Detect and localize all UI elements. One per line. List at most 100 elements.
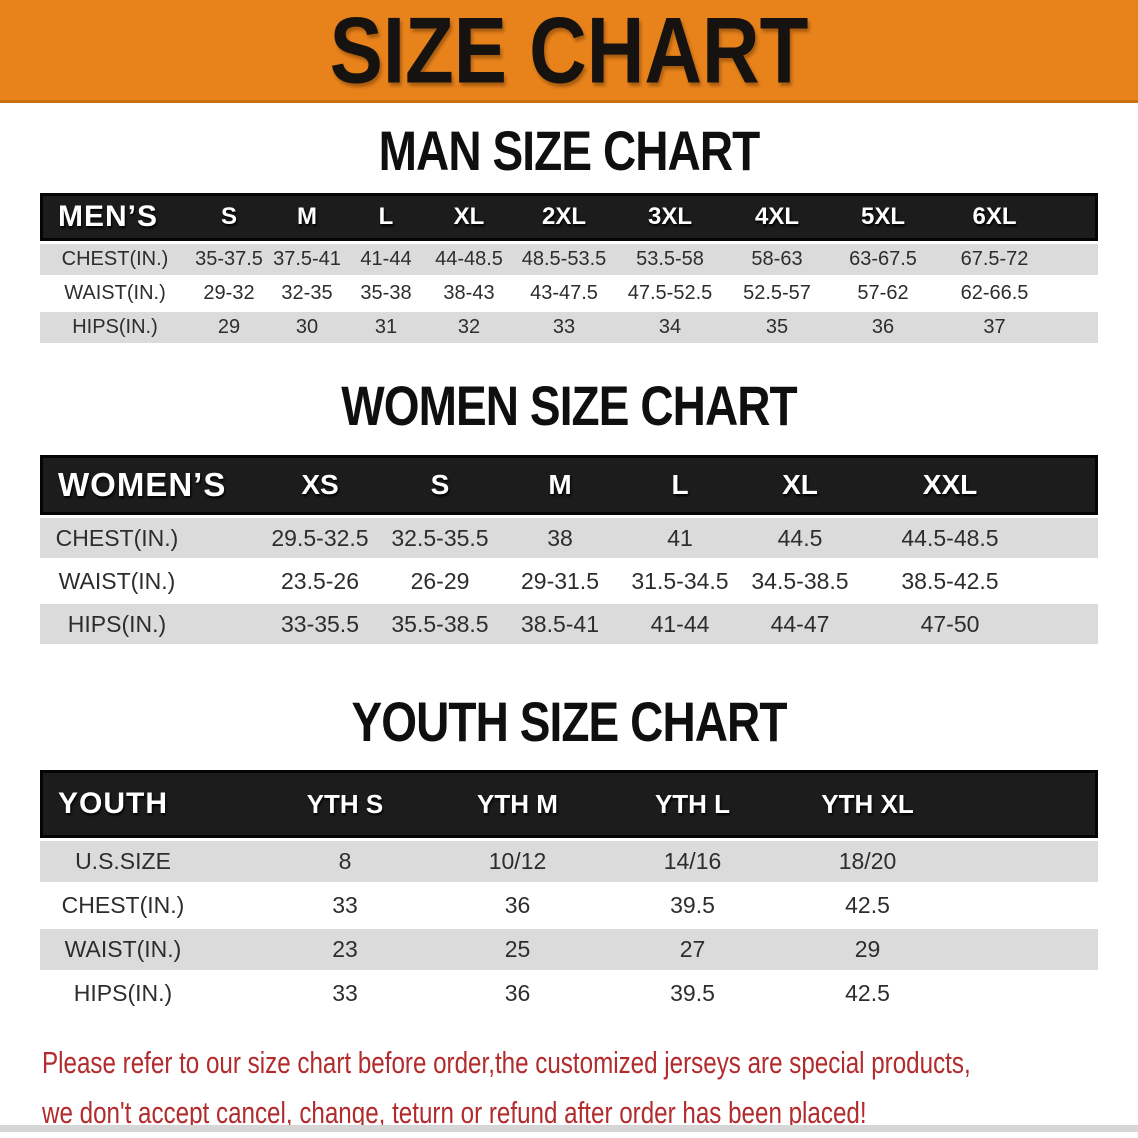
women-column-header: XXL <box>860 455 1040 515</box>
table-cell: 62-66.5 <box>936 275 1053 309</box>
youth-column-header: YTH XL <box>780 770 955 838</box>
youth-waist-row: WAIST(IN.) 23 25 27 29 <box>40 926 1098 970</box>
spacer-cell <box>1053 275 1098 309</box>
men-column-header: 4XL <box>724 193 830 241</box>
men-column-header: 6XL <box>936 193 1053 241</box>
table-cell: 43-47.5 <box>512 275 616 309</box>
table-cell: 63-67.5 <box>830 241 936 275</box>
table-cell: 29-32 <box>190 275 268 309</box>
youth-column-header: YTH L <box>605 770 780 838</box>
men-column-header: 3XL <box>616 193 724 241</box>
men-waist-row: WAIST(IN.) 29-32 32-35 35-38 38-43 43-47… <box>40 275 1098 309</box>
row-label: U.S.SIZE <box>40 838 260 882</box>
table-cell: 32-35 <box>268 275 346 309</box>
table-cell: 31.5-34.5 <box>620 558 740 601</box>
men-column-header: 2XL <box>512 193 616 241</box>
women-column-header: XS <box>260 455 380 515</box>
youth-ussize-row: U.S.SIZE 8 10/12 14/16 18/20 <box>40 838 1098 882</box>
spacer-cell <box>955 970 1098 1014</box>
table-cell: 33 <box>260 882 430 926</box>
table-cell: 32 <box>426 309 512 343</box>
table-cell: 35.5-38.5 <box>380 601 500 644</box>
men-column-header: S <box>190 193 268 241</box>
men-column-header: 5XL <box>830 193 936 241</box>
spacer-cell <box>955 882 1098 926</box>
women-column-header: S <box>380 455 500 515</box>
spacer-cell <box>955 838 1098 882</box>
table-cell: 29 <box>190 309 268 343</box>
spacer-cell <box>1053 309 1098 343</box>
spacer-cell <box>1040 558 1098 601</box>
men-chest-row: CHEST(IN.) 35-37.5 37.5-41 41-44 44-48.5… <box>40 241 1098 275</box>
table-cell: 39.5 <box>605 970 780 1014</box>
men-header-row: MEN’S S M L XL 2XL 3XL 4XL 5XL 6XL <box>40 193 1098 241</box>
table-cell: 48.5-53.5 <box>512 241 616 275</box>
table-cell: 44.5-48.5 <box>860 515 1040 558</box>
women-column-header: L <box>620 455 740 515</box>
table-cell: 25 <box>430 926 605 970</box>
table-cell: 41-44 <box>620 601 740 644</box>
table-cell: 42.5 <box>780 970 955 1014</box>
table-cell: 18/20 <box>780 838 955 882</box>
women-hips-row: HIPS(IN.) 33-35.5 35.5-38.5 38.5-41 41-4… <box>40 601 1098 644</box>
men-column-header: XL <box>426 193 512 241</box>
table-cell: 58-63 <box>724 241 830 275</box>
men-size-table: MEN’S S M L XL 2XL 3XL 4XL 5XL 6XL CHEST… <box>40 193 1098 343</box>
youth-header-row: YOUTH YTH S YTH M YTH L YTH XL <box>40 770 1098 838</box>
page-title: SIZE CHART <box>329 0 809 103</box>
table-cell: 10/12 <box>430 838 605 882</box>
women-size-table: WOMEN’S XS S M L XL XXL CHEST(IN.) 29.5-… <box>40 455 1098 644</box>
youth-chest-row: CHEST(IN.) 33 36 39.5 42.5 <box>40 882 1098 926</box>
table-cell: 8 <box>260 838 430 882</box>
table-cell: 31 <box>346 309 426 343</box>
men-hips-row: HIPS(IN.) 29 30 31 32 33 34 35 36 37 <box>40 309 1098 343</box>
table-cell: 41-44 <box>346 241 426 275</box>
table-cell: 39.5 <box>605 882 780 926</box>
table-cell: 33-35.5 <box>260 601 380 644</box>
table-cell: 34.5-38.5 <box>740 558 860 601</box>
table-cell: 26-29 <box>380 558 500 601</box>
row-label: CHEST(IN.) <box>40 241 190 275</box>
youth-column-header: YTH M <box>430 770 605 838</box>
table-cell: 23 <box>260 926 430 970</box>
table-cell: 35 <box>724 309 830 343</box>
table-cell: 14/16 <box>605 838 780 882</box>
table-cell: 42.5 <box>780 882 955 926</box>
spacer-cell <box>1053 241 1098 275</box>
row-label: WAIST(IN.) <box>40 926 260 970</box>
table-cell: 38-43 <box>426 275 512 309</box>
table-cell: 34 <box>616 309 724 343</box>
men-column-header: M <box>268 193 346 241</box>
disclaimer-line1: Please refer to our size chart before or… <box>42 1045 971 1080</box>
row-label: WAIST(IN.) <box>40 275 190 309</box>
table-cell: 29 <box>780 926 955 970</box>
table-cell: 37 <box>936 309 1053 343</box>
table-cell: 44-48.5 <box>426 241 512 275</box>
row-label: HIPS(IN.) <box>40 601 260 644</box>
table-cell: 38 <box>500 515 620 558</box>
table-cell: 23.5-26 <box>260 558 380 601</box>
men-column-header: L <box>346 193 426 241</box>
table-cell: 53.5-58 <box>616 241 724 275</box>
spacer-cell <box>1040 455 1098 515</box>
women-column-header: M <box>500 455 620 515</box>
table-cell: 67.5-72 <box>936 241 1053 275</box>
youth-column-header: YTH S <box>260 770 430 838</box>
table-cell: 36 <box>430 970 605 1014</box>
table-cell: 33 <box>512 309 616 343</box>
table-cell: 47.5-52.5 <box>616 275 724 309</box>
table-cell: 32.5-35.5 <box>380 515 500 558</box>
table-cell: 36 <box>430 882 605 926</box>
table-cell: 29.5-32.5 <box>260 515 380 558</box>
table-cell: 29-31.5 <box>500 558 620 601</box>
table-cell: 38.5-41 <box>500 601 620 644</box>
row-label: HIPS(IN.) <box>40 970 260 1014</box>
table-cell: 30 <box>268 309 346 343</box>
youth-section-heading: YOUTH SIZE CHART <box>351 690 787 754</box>
women-section-heading: WOMEN SIZE CHART <box>341 374 797 438</box>
spacer-cell <box>955 926 1098 970</box>
row-label: WAIST(IN.) <box>40 558 260 601</box>
row-label: CHEST(IN.) <box>40 515 260 558</box>
table-cell: 27 <box>605 926 780 970</box>
disclaimer-line2: we don't accept cancel, change, teturn o… <box>42 1095 867 1130</box>
